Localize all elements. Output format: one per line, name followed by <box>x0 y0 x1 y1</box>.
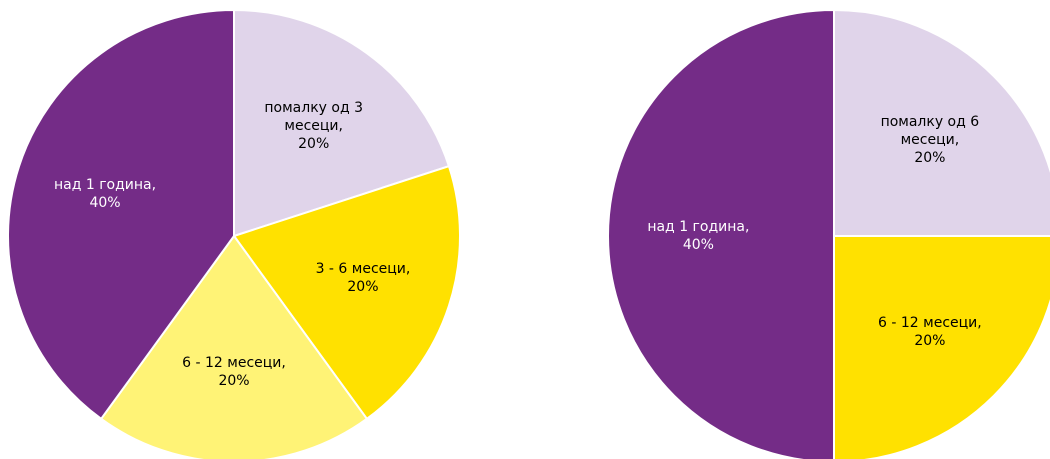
category-label: 6 - 12 месеци, <box>878 314 982 331</box>
pie-slice <box>7 8 235 421</box>
pie-slice <box>233 8 451 238</box>
pie-slice <box>99 234 369 459</box>
value-label: 20% <box>347 278 379 295</box>
value-label: 20% <box>298 136 330 153</box>
slice-label: помалку од 6 месеци, 20% <box>870 113 990 167</box>
slice-label: над 1 година, 40% <box>45 176 165 212</box>
slice-label: 6 - 12 месеци, 20% <box>870 314 990 350</box>
category-label: помалку од 6 месеци, <box>880 114 980 149</box>
slice-label: 3 - 6 месеци, 20% <box>303 260 423 296</box>
slice-label: над 1 година, 40% <box>638 218 758 254</box>
value-label: 40% <box>682 237 714 253</box>
category-label: 6 - 12 месеци, <box>182 354 286 371</box>
value-label: 20% <box>914 332 946 349</box>
slice-label: помалку од 3 месеци, 20% <box>254 99 374 153</box>
category-label: над 1 година, <box>53 177 157 194</box>
pie-slice <box>833 235 1050 459</box>
slice-label: 6 - 12 месеци, 20% <box>174 354 294 390</box>
pie-slice <box>833 8 1050 237</box>
pie-slice <box>607 8 835 459</box>
value-label: 20% <box>218 372 250 389</box>
value-label: 40% <box>89 195 121 212</box>
pie-slice <box>232 164 461 421</box>
category-label: над 1 година, <box>647 219 750 235</box>
category-label: помалку од 3 месеци, <box>264 100 363 135</box>
category-label: 3 - 6 месеци, <box>315 260 411 277</box>
value-label: 20% <box>914 150 946 167</box>
